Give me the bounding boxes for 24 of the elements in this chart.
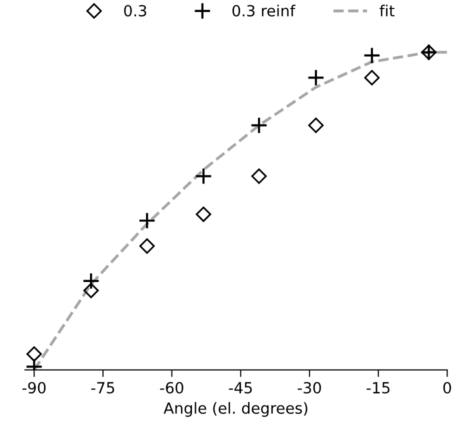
x-tick-label: -30 xyxy=(298,382,321,394)
point xyxy=(194,167,212,185)
point xyxy=(308,118,324,134)
point xyxy=(364,70,380,86)
point xyxy=(251,168,267,184)
point xyxy=(307,69,325,86)
point xyxy=(139,238,155,254)
legend-label: 0.3 reinf xyxy=(232,4,296,17)
legend-label: 0.3 xyxy=(124,4,146,17)
legend-label: fit xyxy=(380,4,395,16)
point xyxy=(196,206,212,222)
point xyxy=(26,346,42,362)
x-axis-title: Angle (el. degrees) xyxy=(164,402,308,417)
point xyxy=(138,212,156,230)
x-tick-label: -15 xyxy=(366,382,390,394)
x-tick-label: -75 xyxy=(91,382,114,394)
x-tick-label: 0 xyxy=(443,382,452,394)
point xyxy=(363,46,381,64)
x-tick-label: -60 xyxy=(160,382,184,394)
x-tick-label: -90 xyxy=(22,382,46,394)
point xyxy=(82,272,100,290)
point xyxy=(83,282,99,298)
point xyxy=(250,116,268,134)
x-tick-label: -45 xyxy=(228,382,252,394)
